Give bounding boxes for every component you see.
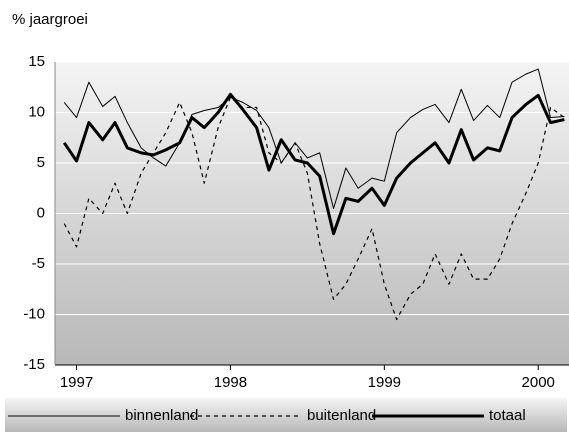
legend-label: totaal xyxy=(489,407,526,424)
chart-title: % jaargroei xyxy=(12,11,88,28)
series-line xyxy=(63,96,565,321)
legend-label: buitenland xyxy=(307,407,376,424)
y-tick-label: -15 xyxy=(23,356,45,373)
x-tick-label: 1998 xyxy=(214,374,247,391)
y-tick-label: -5 xyxy=(32,255,45,272)
y-tick-label: 0 xyxy=(37,204,45,221)
y-tick-label: 15 xyxy=(28,53,45,70)
x-tick-label: 1997 xyxy=(60,374,93,391)
y-tick-label: 5 xyxy=(37,154,45,171)
y-tick-label: -10 xyxy=(23,305,45,322)
legend-label: binnenland xyxy=(125,407,198,424)
x-tick-label: 2000 xyxy=(522,374,555,391)
y-tick-label: 10 xyxy=(28,103,45,120)
series-line xyxy=(62,92,565,236)
x-tick-label: 1999 xyxy=(368,374,401,391)
